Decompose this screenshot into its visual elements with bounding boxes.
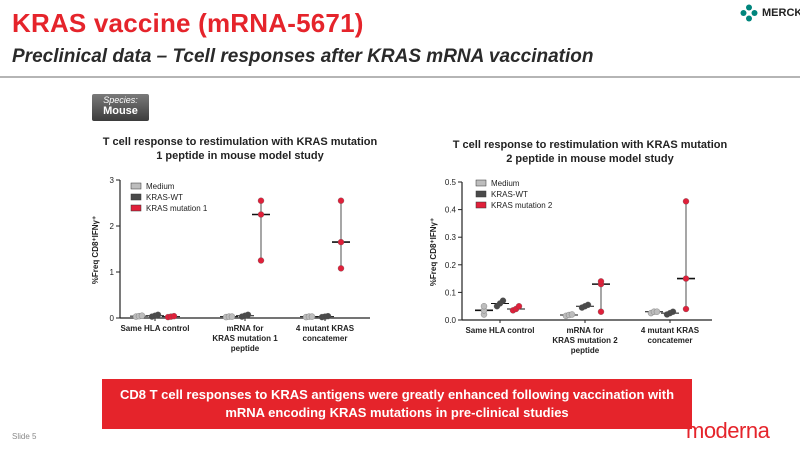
chart1-y-tick-label: 1 [110, 268, 115, 277]
merck-logo-icon [740, 4, 758, 22]
chart2-y-tick-label: 0.4 [445, 206, 457, 215]
chart2-x-group-label: concatemer [648, 336, 693, 345]
merck-logo: MERCK [740, 4, 800, 22]
chart2-point [597, 308, 605, 315]
chart2-point [515, 303, 523, 310]
chart1-title: T cell response to restimulation with KR… [102, 136, 378, 162]
chart1-point [257, 211, 265, 218]
chart2-legend-label: KRAS-WT [491, 190, 528, 199]
conclusion-banner: CD8 T cell responses to KRAS antigens we… [102, 379, 692, 429]
chart1-point [337, 197, 345, 204]
title-divider [0, 76, 800, 78]
chart2-point [568, 311, 576, 318]
chart2-y-tick-label: 0.3 [445, 233, 457, 242]
chart2-legend-swatch [475, 201, 487, 209]
chart2-y-label: %Freq CD8⁺IFNγ⁺ [429, 218, 438, 286]
chart2-point [499, 297, 507, 304]
chart1-point [324, 313, 332, 320]
chart1-x-group-label: Same HLA control [120, 324, 189, 333]
chart2-point [682, 275, 690, 282]
chart1-legend-label: Medium [146, 182, 175, 191]
chart2-legend-swatch [475, 190, 487, 198]
chart1-y-tick-label: 0 [110, 314, 115, 323]
chart1-point [337, 238, 345, 246]
chart1-point [170, 313, 178, 320]
chart1-y-label: %Freq CD8⁺IFNγ⁺ [91, 216, 100, 284]
chart1-x-group-label: concatemer [303, 334, 348, 343]
chart2-x-group-label: peptide [571, 346, 600, 355]
chart2-point [480, 303, 488, 310]
chart2-y-tick-label: 0.0 [445, 316, 457, 325]
chart1-x-group-label: 4 mutant KRAS [296, 324, 355, 333]
chart1-legend-swatch [130, 204, 142, 212]
chart1-point [138, 312, 146, 319]
chart2-y-tick-label: 0.1 [445, 288, 457, 297]
conclusion-text: CD8 T cell responses to KRAS antigens we… [119, 387, 675, 420]
chart2-point [682, 198, 690, 205]
chart2-legend-label: KRAS mutation 2 [491, 201, 553, 210]
chart1-point [244, 311, 252, 318]
chart2-y-tick-label: 0.2 [445, 261, 457, 270]
species-value: Mouse [103, 105, 138, 117]
chart2-y-tick-label: 0.5 [445, 178, 457, 187]
moderna-logo: moderna [686, 418, 770, 443]
chart1-legend-swatch [130, 182, 142, 190]
chart2-x-group-label: mRNA for [566, 326, 603, 335]
chart1-point [308, 313, 316, 320]
slide-title: KRAS vaccine (mRNA-5671) [12, 8, 364, 38]
slide-subtitle: Preclinical data – Tcell responses after… [12, 46, 594, 67]
species-badge: Species: Mouse [92, 94, 149, 121]
chart1-x-group-label: peptide [231, 344, 260, 353]
chart2-point [653, 308, 661, 315]
chart1-point [228, 313, 236, 320]
chart2-x-group-label: KRAS mutation 2 [552, 336, 618, 345]
chart1-y-tick-label: 2 [110, 222, 115, 231]
chart1-legend-label: KRAS mutation 1 [146, 204, 208, 213]
chart2-x-group-label: Same HLA control [465, 326, 534, 335]
chart1-legend-swatch [130, 193, 142, 201]
chart1-point [257, 197, 265, 204]
chart1-y-tick-label: 3 [110, 176, 115, 185]
chart2-point [584, 301, 592, 308]
merck-logo-text: MERCK [762, 7, 800, 19]
chart2-point [682, 305, 690, 313]
chart1-x-group-label: KRAS mutation 1 [212, 334, 278, 343]
chart1-point [257, 257, 265, 264]
chart1-point [337, 265, 345, 272]
species-label: Species: [103, 95, 138, 105]
chart2-point [669, 308, 677, 315]
chart1-point [154, 311, 162, 318]
chart1-legend-label: KRAS-WT [146, 193, 183, 202]
chart2-x-group-label: 4 mutant KRAS [641, 326, 700, 335]
chart2-title: T cell response to restimulation with KR… [452, 139, 728, 165]
chart2-legend-label: Medium [491, 179, 520, 188]
chart2-point [597, 278, 605, 285]
chart2-legend-swatch [475, 179, 487, 187]
chart1-x-group-label: mRNA for [226, 324, 263, 333]
slide-number: Slide 5 [12, 432, 37, 441]
